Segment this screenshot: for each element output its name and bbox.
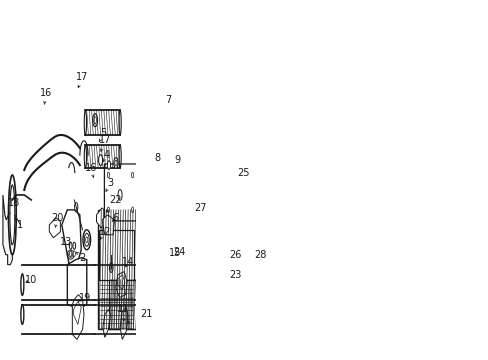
Polygon shape [73,302,81,324]
Circle shape [73,251,75,257]
Ellipse shape [8,175,16,255]
Text: 8: 8 [154,153,160,163]
Text: 7: 7 [165,95,171,105]
Bar [109,280,137,329]
Text: 28: 28 [254,250,266,260]
Text: 23: 23 [229,270,241,280]
Polygon shape [96,208,106,228]
Polygon shape [3,195,12,265]
Bar [98,210,137,329]
Circle shape [114,158,118,168]
Text: 9: 9 [174,155,180,165]
Text: 21: 21 [140,310,152,319]
Text: 26: 26 [229,250,241,260]
Polygon shape [102,310,110,337]
Text: 22: 22 [109,195,122,205]
Text: 16: 16 [84,163,97,173]
Text: 27: 27 [194,203,206,213]
Text: 2: 2 [80,253,85,263]
Polygon shape [67,258,86,307]
Text: 6: 6 [113,213,119,223]
Text: 15: 15 [169,248,182,258]
Ellipse shape [21,274,24,295]
Text: 12: 12 [99,227,111,237]
Circle shape [84,233,89,246]
Text: 10: 10 [25,275,37,285]
Text: 20: 20 [51,213,63,223]
Text: 1: 1 [17,220,22,230]
Text: 24: 24 [173,247,185,257]
FancyBboxPatch shape [104,164,137,221]
Circle shape [85,237,88,243]
Circle shape [69,242,72,249]
Text: 17: 17 [76,72,89,82]
Circle shape [69,251,72,257]
Text: 18: 18 [8,198,20,208]
Polygon shape [117,275,125,289]
Polygon shape [102,215,114,235]
Circle shape [107,161,110,169]
Circle shape [83,230,90,250]
Text: 16: 16 [41,88,53,98]
Ellipse shape [10,185,15,245]
Polygon shape [120,307,127,339]
Polygon shape [49,218,60,238]
Bar [99,230,134,280]
Text: 4: 4 [103,150,109,160]
Text: 14: 14 [122,257,134,267]
Polygon shape [116,272,127,298]
Text: 13: 13 [60,237,72,247]
Polygon shape [72,294,84,339]
Circle shape [99,155,102,166]
Text: 19: 19 [79,293,91,302]
Text: 5: 5 [100,128,106,138]
Text: 17: 17 [99,135,111,145]
Circle shape [110,265,112,270]
Text: 25: 25 [237,168,249,178]
Circle shape [109,263,113,272]
Circle shape [73,242,76,249]
Text: 11: 11 [117,305,129,315]
Polygon shape [61,210,81,270]
Text: 3: 3 [107,178,113,188]
Circle shape [115,160,117,166]
Ellipse shape [21,305,24,324]
